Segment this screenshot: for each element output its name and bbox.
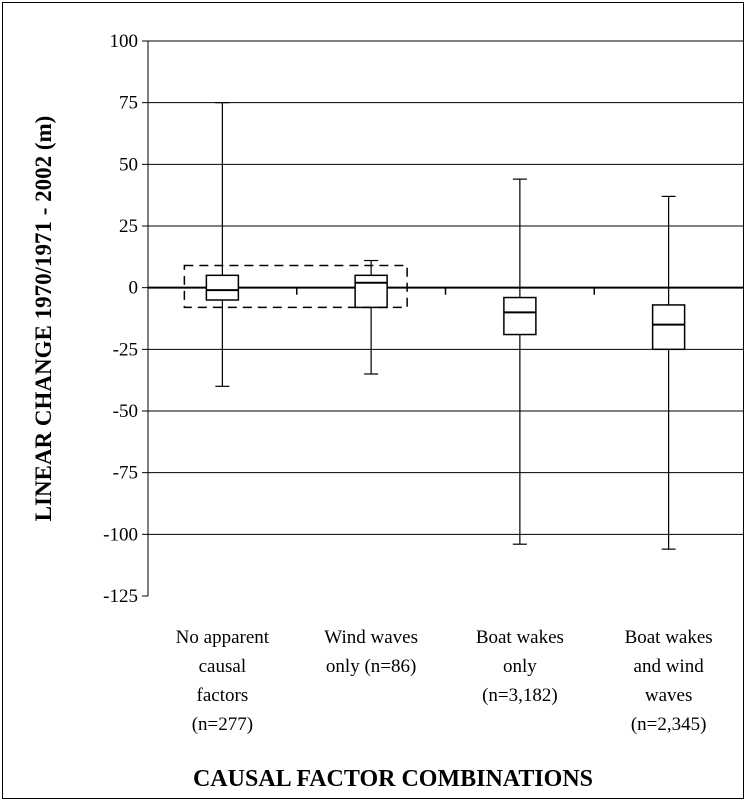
iqr-box — [651, 304, 686, 351]
y-axis-title: LINEAR CHANGE 1970/1971 - 2002 (m) — [31, 116, 56, 522]
y-tick-label: 25 — [119, 216, 138, 237]
iqr-box — [354, 274, 388, 309]
category-label: No apparent — [176, 627, 270, 648]
y-tick-label: -25 — [113, 339, 138, 360]
category-label: causal — [199, 656, 246, 677]
category-label: only (n=86) — [326, 656, 416, 677]
box-plot-chart: 100 75 50 25 0 -25 -50 -75 -100 -125 No apparent ca… — [31, 31, 743, 792]
y-tick-label: 50 — [119, 154, 138, 175]
category-label: only — [503, 656, 537, 677]
category-label: and wind — [634, 656, 705, 677]
category-label: Wind waves — [324, 627, 418, 648]
iqr-box — [503, 296, 537, 336]
iqr-box — [205, 274, 240, 301]
y-tick-label: -75 — [113, 463, 138, 484]
category-label: factors — [197, 685, 249, 706]
category-label: Boat wakes — [476, 627, 564, 648]
category-label: Boat wakes — [625, 627, 713, 648]
category-label: (n=3,182) — [482, 685, 558, 706]
y-tick-label: 75 — [119, 93, 138, 114]
dashed-highlight-box — [183, 264, 408, 309]
category-label: (n=2,345) — [631, 714, 707, 735]
y-tick-label: -100 — [103, 524, 138, 545]
category-label: (n=277) — [192, 714, 253, 735]
y-tick-label: 100 — [110, 31, 139, 52]
x-axis-title: CAUSAL FACTOR COMBINATIONS — [193, 766, 593, 792]
y-tick-label: -50 — [113, 401, 138, 422]
category-label: waves — [645, 685, 692, 706]
y-tick-label: 0 — [129, 278, 139, 299]
y-tick-label: -125 — [103, 586, 138, 607]
